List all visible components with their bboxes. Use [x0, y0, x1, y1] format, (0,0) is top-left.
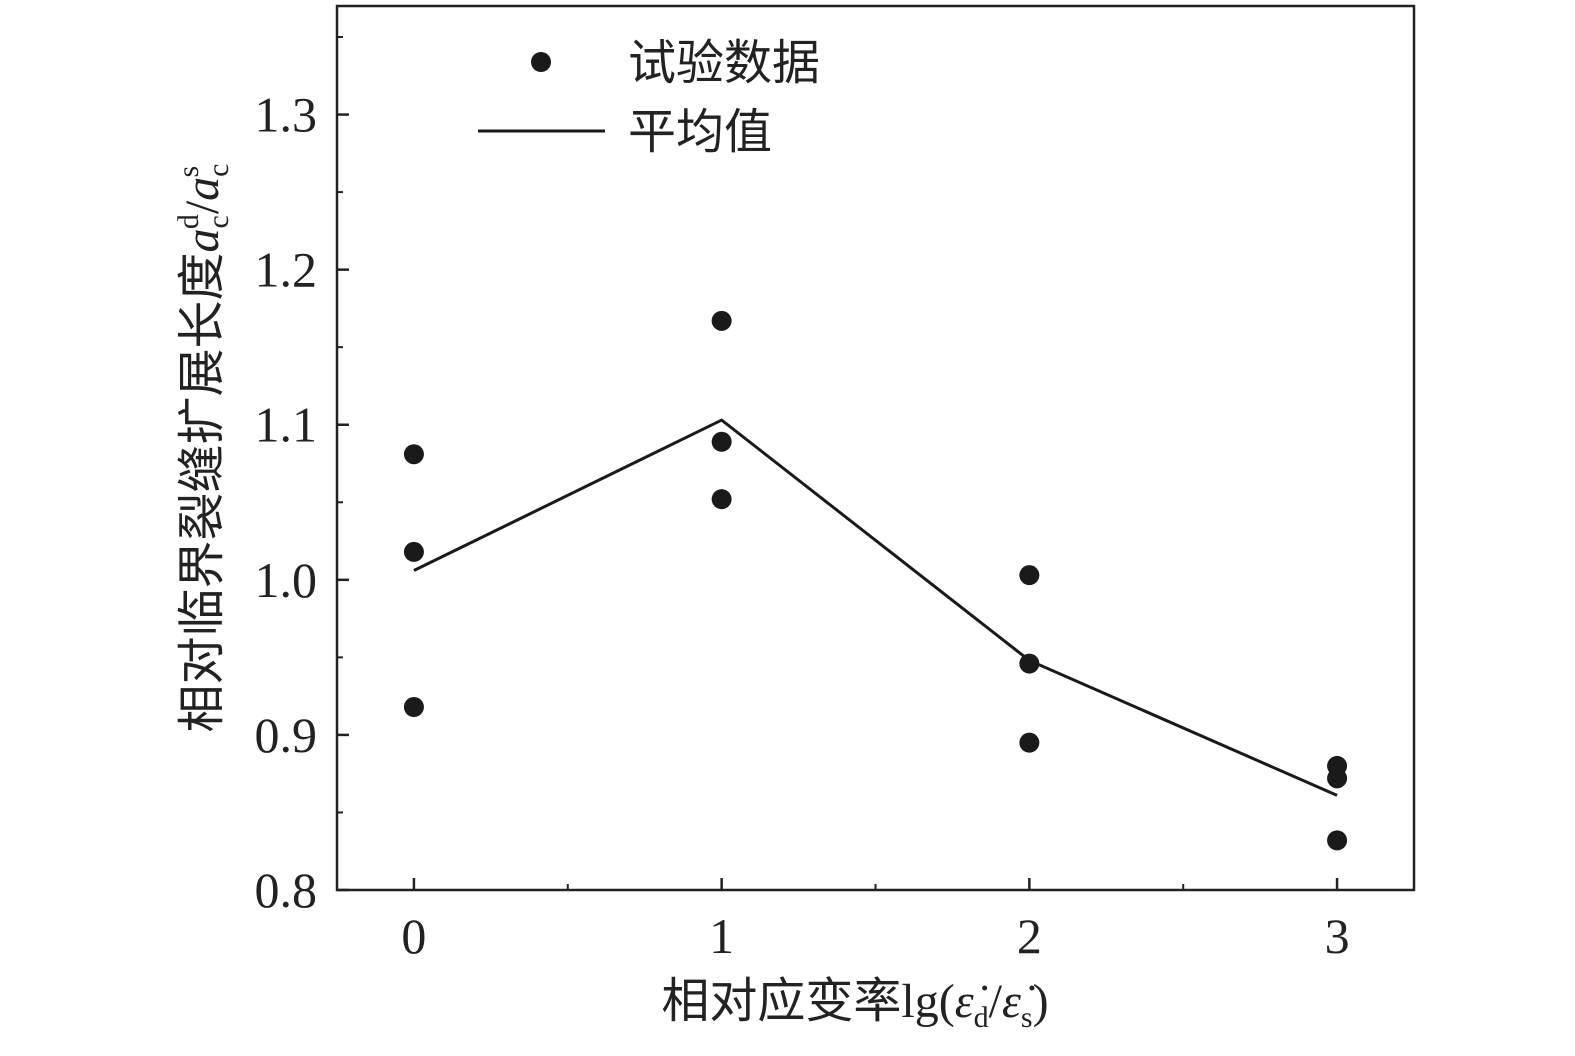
- y-tick-label: 1.2: [255, 242, 318, 298]
- y-tick-label: 1.0: [255, 552, 318, 608]
- x-axis-title: 相对应变率lg(ε̇d/ε̇s): [661, 973, 1048, 1034]
- mean-line-series: [413, 418, 1338, 797]
- data-point: [711, 489, 732, 510]
- data-point: [403, 696, 424, 717]
- test-data-series: [403, 310, 1348, 851]
- data-point: [711, 431, 732, 452]
- data-point: [1019, 732, 1040, 753]
- data-point: [711, 310, 732, 331]
- legend-label-mean: 平均值: [628, 104, 772, 160]
- y-tick-label: 1.3: [255, 87, 318, 143]
- x-tick-label: 2: [1017, 908, 1042, 964]
- x-tick-label: 1: [709, 908, 734, 964]
- x-tick-label: 3: [1325, 908, 1350, 964]
- mean-line: [413, 418, 1338, 797]
- y-tick-label: 0.9: [255, 707, 318, 763]
- data-point: [403, 444, 424, 465]
- x-tick-label: 0: [401, 908, 426, 964]
- data-point: [1019, 653, 1040, 674]
- data-point: [1327, 830, 1348, 851]
- data-point: [1019, 565, 1040, 586]
- legend-dot-marker: [531, 52, 551, 72]
- legend-label-test-data: 试验数据: [628, 35, 820, 91]
- legend: 试验数据 平均值: [478, 35, 820, 160]
- data-point: [403, 541, 424, 562]
- x-axis: 0 1 2 3: [401, 878, 1350, 964]
- y-axis: 0.8 0.9 1.0 1.1 1.2 1.3: [255, 36, 349, 918]
- y-tick-label: 1.1: [255, 397, 318, 453]
- data-point: [1327, 768, 1348, 789]
- y-tick-label: 0.8: [255, 862, 318, 918]
- y-axis-title: 相对临界裂缝扩展长度acd/acs: [172, 163, 235, 732]
